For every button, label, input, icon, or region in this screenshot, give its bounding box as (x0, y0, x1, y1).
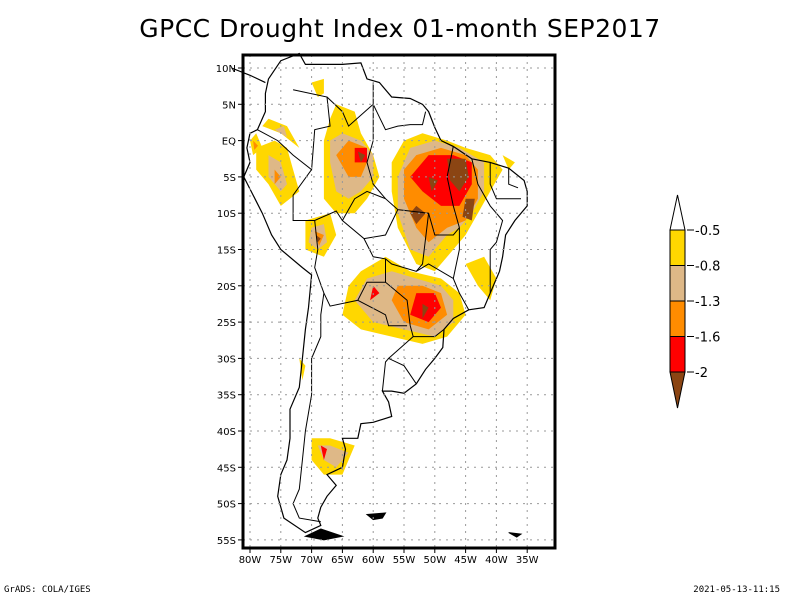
island (508, 532, 523, 538)
lat-tick-label: 10N (216, 64, 236, 75)
colorbar: -0.5 -0.8 -1.3 -1.6 -2 (669, 194, 720, 409)
drought-patch (268, 155, 287, 192)
country-border (446, 146, 460, 279)
colorbar-label: -0.8 (695, 260, 720, 275)
drought-patch (262, 118, 300, 148)
drought-patch (502, 155, 515, 170)
lat-tick-label: 35S (217, 391, 236, 402)
drought-patch (311, 78, 324, 97)
country-border (363, 209, 399, 240)
country-border (489, 162, 521, 200)
island (365, 512, 387, 521)
gridlines (243, 55, 555, 548)
drought-patches (250, 78, 515, 475)
coastline (231, 52, 528, 541)
lon-tick-label: 50W (423, 555, 446, 566)
colorbar-label: -1.6 (695, 331, 720, 346)
lon-tick-label: 75W (269, 555, 292, 566)
lon-tick-label: 35W (516, 555, 539, 566)
central-america-coast (231, 67, 266, 84)
country-border (381, 358, 389, 392)
timestamp: 2021-05-13-11:15 (693, 585, 780, 595)
drought-patch (274, 169, 281, 185)
map-frame (241, 53, 557, 550)
lat-tick-label: 50S (217, 500, 236, 511)
colorbar-swatch (669, 300, 686, 337)
drought-patch (320, 445, 327, 460)
drought-patch (370, 285, 380, 301)
colorbar-label: -2 (695, 366, 708, 381)
drought-patch (299, 358, 306, 381)
lat-tick-label: 40S (217, 427, 236, 438)
lon-tick-label: 70W (300, 555, 323, 566)
grads-credit: GrADS: COLA/IGES (4, 585, 91, 595)
lon-tick-label: 40W (485, 555, 508, 566)
drought-patch (253, 140, 258, 150)
country-border (385, 258, 470, 311)
island (303, 528, 345, 541)
colorbar-top-extension (669, 194, 686, 231)
drought-patch (410, 205, 426, 225)
lat-tick-label: 30S (217, 354, 236, 365)
country-border (257, 89, 331, 171)
lat-tick-label: 55S (217, 536, 236, 547)
lon-tick-label: 60W (362, 555, 385, 566)
lat-tick-label: 5S (223, 173, 236, 184)
lat-tick-label: 10S (217, 209, 236, 220)
continent-outline (243, 52, 528, 534)
lat-tick-label: EQ (222, 137, 236, 148)
axis-ticks: 80W 75W 70W 65W 60W 55W 50W 45W 40W 35W 10N 5N EQ 5S 1… (216, 64, 539, 566)
colorbar-swatch (669, 229, 686, 266)
drought-patch (422, 303, 429, 319)
drought-patch (274, 126, 287, 137)
lat-tick-label: 20S (217, 282, 236, 293)
drought-patch (315, 235, 321, 243)
colorbar-label: -1.3 (695, 295, 720, 310)
lat-tick-label: 5N (222, 100, 236, 111)
lat-tick-label: 15S (217, 246, 236, 257)
drought-patch (462, 198, 475, 221)
country-border (508, 168, 519, 189)
lat-tick-label: 25S (217, 318, 236, 329)
lon-tick-label: 45W (454, 555, 477, 566)
colorbar-label: -0.5 (695, 224, 720, 239)
country-border (292, 169, 417, 385)
chart-title: GPCC Drought Index 01-month SEP2017 (139, 14, 661, 43)
country-border (341, 190, 386, 221)
drought-patch (447, 158, 469, 192)
lat-tick-label: 45S (217, 463, 236, 474)
country-border (314, 220, 386, 307)
drought-patch (428, 176, 438, 192)
country-border (415, 213, 430, 272)
lon-tick-label: 55W (393, 555, 416, 566)
drought-patch (357, 151, 366, 163)
country-border (366, 104, 460, 236)
colorbar-swatch (669, 336, 686, 373)
country-border (292, 293, 325, 523)
country-border (372, 104, 427, 131)
lon-tick-label: 65W (331, 555, 354, 566)
country-border (471, 158, 504, 294)
lon-tick-label: 80W (239, 555, 262, 566)
colorbar-bottom-extension (669, 371, 686, 409)
drought-patch (465, 256, 497, 301)
colorbar-swatch (669, 265, 686, 302)
country-border (357, 299, 408, 327)
